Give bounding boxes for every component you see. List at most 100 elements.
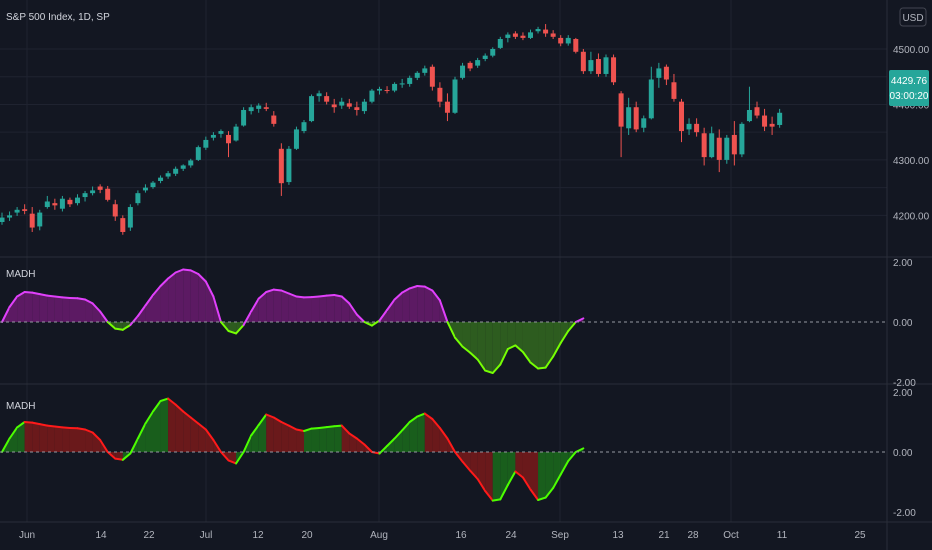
candle-body — [724, 137, 730, 160]
histogram-line — [423, 412, 434, 420]
histogram-line — [1, 437, 11, 453]
time-tick-label: 13 — [612, 530, 624, 541]
histogram-line — [348, 302, 358, 316]
histogram-line — [506, 470, 517, 486]
candle-body — [90, 190, 96, 194]
histogram-fill — [54, 296, 63, 322]
histogram-line — [242, 434, 253, 453]
histogram-line — [559, 330, 570, 344]
histogram-line — [136, 304, 147, 317]
madh-title-2[interactable]: MADH — [6, 401, 35, 412]
candle-body — [7, 215, 13, 218]
histogram-fill — [205, 281, 214, 322]
axis-layer: 4500.00 4400.00 4300.00 4200.00 2.00 0.00 -2.0… — [0, 45, 930, 541]
time-tick-label: Jun — [19, 530, 35, 541]
bar-countdown: 03:00:20 — [890, 91, 929, 102]
histogram-fill — [24, 422, 33, 452]
candle-body — [354, 107, 360, 110]
candle-body — [120, 218, 126, 232]
candle-body — [218, 131, 224, 134]
candle-body — [716, 137, 722, 160]
histogram-line — [370, 319, 381, 327]
time-tick-label: 25 — [854, 530, 866, 541]
histogram-line — [333, 294, 343, 298]
histogram-line — [401, 421, 411, 432]
oscillator-tick-label: 0.00 — [893, 318, 913, 329]
histogram-fill — [69, 428, 78, 452]
candle-body — [482, 55, 488, 59]
candle-body — [256, 105, 262, 109]
candle-body — [528, 32, 533, 38]
histogram-fill — [17, 422, 25, 452]
candle-body — [565, 37, 571, 44]
histogram-line — [114, 457, 124, 461]
candle-body — [309, 96, 315, 122]
histogram-fill — [190, 270, 199, 322]
histogram-line — [121, 324, 132, 331]
candle-body — [701, 133, 707, 158]
histogram-line — [401, 287, 411, 294]
histogram-fill — [115, 322, 123, 330]
histogram-fill — [477, 322, 486, 371]
histogram-fill — [281, 422, 289, 452]
histogram-line — [84, 428, 94, 434]
candle-body — [429, 66, 435, 87]
histogram-line — [46, 424, 56, 428]
histogram-line — [212, 295, 222, 323]
histogram-line — [393, 429, 404, 440]
histogram-line — [355, 313, 366, 323]
candle-body — [460, 65, 466, 78]
histogram-line — [552, 473, 562, 489]
histogram-line — [31, 421, 41, 426]
candle-body — [580, 51, 586, 72]
histogram-line — [310, 295, 321, 299]
histogram-line — [378, 309, 389, 322]
histogram-fill — [530, 322, 539, 369]
histogram-line — [204, 280, 215, 298]
candle-body — [422, 68, 428, 73]
histogram-line — [408, 285, 419, 290]
candle-body — [82, 193, 88, 198]
price-tick-label: 4500.00 — [893, 45, 930, 56]
histogram-fill — [198, 274, 206, 322]
candle-body — [490, 49, 496, 56]
histogram-line — [318, 294, 328, 298]
histogram-line — [182, 268, 192, 272]
histogram-line — [242, 310, 253, 326]
histogram-fill — [387, 299, 395, 322]
histogram-line — [287, 292, 298, 298]
histogram-line — [272, 416, 283, 423]
histogram-fill — [304, 428, 312, 452]
histogram-line — [219, 451, 230, 462]
price-panel[interactable] — [0, 24, 783, 235]
histogram-fill — [462, 452, 471, 471]
histogram-line — [340, 295, 351, 305]
histogram-line — [8, 426, 19, 440]
histogram-fill — [492, 452, 501, 501]
histogram-line — [567, 321, 577, 332]
madh-title-1[interactable]: MADH — [6, 269, 35, 280]
histogram-line — [529, 361, 540, 370]
histogram-fill — [175, 404, 184, 452]
candle-body — [520, 35, 526, 38]
madh-panel-2[interactable] — [1, 397, 585, 502]
histogram-line — [431, 418, 441, 429]
symbol-title[interactable]: S&P 500 Index, 1D, SP — [6, 12, 110, 23]
candle-body — [694, 123, 700, 133]
candle-body — [331, 104, 337, 108]
histogram-line — [61, 296, 71, 299]
histogram-line — [491, 498, 502, 502]
candle-body — [241, 109, 247, 126]
candle-body — [512, 33, 518, 37]
histogram-line — [38, 293, 49, 297]
histogram-fill — [62, 427, 70, 452]
currency-button[interactable]: USD — [899, 7, 927, 27]
candle-body — [603, 57, 609, 74]
histogram-fill — [296, 296, 304, 322]
candle-body — [762, 115, 768, 127]
madh-panel-1[interactable] — [1, 268, 585, 374]
histogram-line — [393, 291, 404, 301]
candle-body — [361, 101, 367, 112]
histogram-line — [499, 348, 509, 366]
